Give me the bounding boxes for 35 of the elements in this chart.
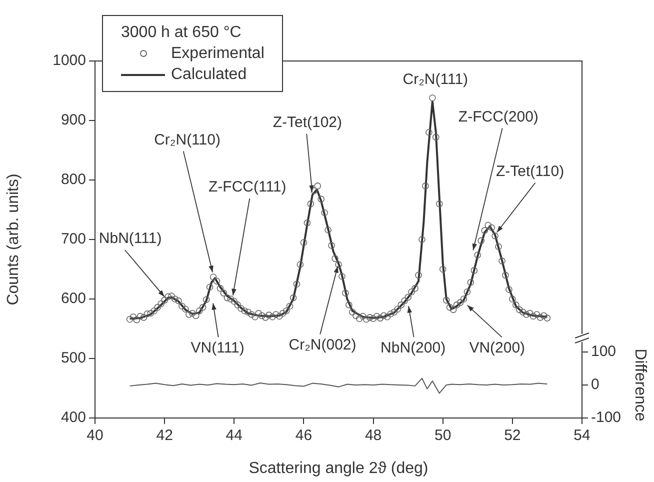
y-tick-label: 1000 xyxy=(52,52,86,70)
y-tick-label: 400 xyxy=(60,409,86,426)
x-tick-label: 52 xyxy=(504,427,521,444)
y2-tick-label: 100 xyxy=(591,343,616,360)
y2-tick-label: 0 xyxy=(591,376,600,394)
x-tick-label: 48 xyxy=(364,427,382,444)
legend-label: Calculated xyxy=(171,65,247,85)
annotation: VN(200) xyxy=(469,339,526,356)
legend-label: Experimental xyxy=(171,44,264,64)
x-tick-label: 40 xyxy=(86,427,104,444)
y-tick-label: 900 xyxy=(60,112,86,129)
y-tick-label: 700 xyxy=(60,230,86,248)
annotation: Z-Tet(110) xyxy=(496,162,564,180)
y2-tick-label: -100 xyxy=(591,409,622,426)
annotation: Z-Tet(102) xyxy=(272,114,342,132)
annotation: VN(111) xyxy=(190,339,244,356)
annotation: Cr₂N(110) xyxy=(154,131,220,148)
annotation: NbN(111) xyxy=(98,230,162,248)
legend-title: 3000 h at 650 °C xyxy=(121,23,242,43)
x-tick-label: 42 xyxy=(156,427,173,444)
annotation: Cr₂N(111) xyxy=(402,70,468,88)
y2-axis-title: Difference xyxy=(632,348,649,422)
y-tick-label: 600 xyxy=(60,290,86,308)
y-axis-title: Counts (arb. units) xyxy=(5,174,22,306)
x-tick-label: 54 xyxy=(574,427,590,444)
annotation: Z-FCC(111) xyxy=(208,178,286,196)
y-tick-label: 500 xyxy=(60,350,86,367)
annotation: Z-FCC(200) xyxy=(458,108,538,126)
annotation: NbN(200) xyxy=(380,339,446,356)
x-tick-label: 50 xyxy=(434,427,452,444)
x-tick-label: 44 xyxy=(226,427,242,444)
y-tick-label: 800 xyxy=(60,171,86,188)
annotation: Cr₂N(002) xyxy=(288,336,356,354)
x-tick-label: 46 xyxy=(295,427,312,444)
x-axis-title: Scattering angle 2ϑ (deg) xyxy=(248,460,428,477)
